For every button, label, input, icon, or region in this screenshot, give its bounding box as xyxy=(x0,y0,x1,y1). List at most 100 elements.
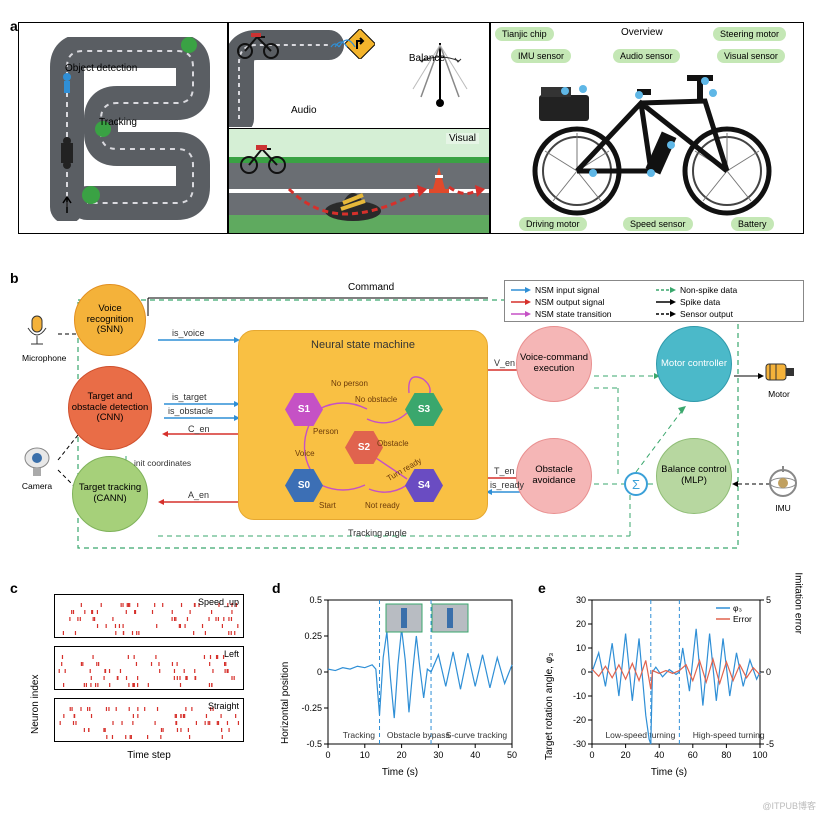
panel-e-chart: 020406080100-30-20-100102030-505Low-spee… xyxy=(564,594,788,764)
svg-text:φ₃: φ₃ xyxy=(733,603,742,613)
imu-icon: IMU xyxy=(766,466,800,513)
svg-text:20: 20 xyxy=(397,750,407,760)
sig-v-en: V_en xyxy=(494,358,515,368)
sig-is-voice: is_voice xyxy=(172,328,205,338)
panel-a-visual: Visual xyxy=(229,129,489,234)
figure-root: a b c d e Object detection Tracking xyxy=(0,0,822,814)
svg-text:-30: -30 xyxy=(573,739,586,749)
svg-text:-10: -10 xyxy=(573,691,586,701)
svg-text:0.25: 0.25 xyxy=(304,631,322,641)
sig-t-en: T_en xyxy=(494,466,515,476)
balance-control-node: Balance control (MLP) xyxy=(656,438,732,514)
svg-text:0: 0 xyxy=(317,667,322,677)
motor-icon: Motor xyxy=(762,358,796,399)
panel-d-chart: 01020304050-0.5-0.2500.250.5TrackingObst… xyxy=(300,594,520,764)
svg-text:100: 100 xyxy=(752,750,767,760)
target-detection-node: Target and obstacle detection (CNN) xyxy=(68,366,152,450)
legend-row: NSM output signal xyxy=(511,296,652,308)
sig-init: init coordinates xyxy=(134,458,191,468)
edge-label: Person xyxy=(313,427,338,436)
svg-text:40: 40 xyxy=(470,750,480,760)
sig-tracking-angle: Tracking angle xyxy=(348,528,407,538)
svg-text:-20: -20 xyxy=(573,715,586,725)
label-visual: Visual xyxy=(446,133,479,144)
legend-row: NSM state transition xyxy=(511,308,652,320)
raster-plot: Straight xyxy=(54,698,244,742)
cam-label: Camera xyxy=(20,481,54,491)
raster-plot: Speed_up xyxy=(54,594,244,638)
overview-chip: IMU sensor xyxy=(511,49,571,63)
visual-scene xyxy=(229,129,489,234)
annot-object-detection: Object detection xyxy=(65,63,137,74)
overview-chip: Visual sensor xyxy=(717,49,785,63)
raster-label: Speed_up xyxy=(198,597,239,607)
bike-icon xyxy=(233,27,283,59)
svg-text:-0.25: -0.25 xyxy=(301,703,322,713)
overview-chip: Speed sensor xyxy=(623,217,693,231)
svg-text:30: 30 xyxy=(433,750,443,760)
panel-e-ylabel: Target rotation angle, φ₃ xyxy=(544,653,555,760)
panel-e-ylabel-r: Imitation error xyxy=(793,572,804,634)
panel-a-mid: Audio Balance xyxy=(228,22,490,234)
sig-is-target: is_target xyxy=(172,392,207,402)
svg-text:0: 0 xyxy=(589,750,594,760)
watermark: @ITPUB博客 xyxy=(762,799,816,812)
legend-row: Spike data xyxy=(656,296,797,308)
svg-text:10: 10 xyxy=(576,643,586,653)
sig-is-ready: is_ready xyxy=(490,480,524,490)
panel-c: Neuron index Speed_up Left Straight Time s… xyxy=(18,594,254,788)
audio-waves-icon xyxy=(329,37,357,57)
label-a: a xyxy=(10,18,18,34)
sig-a-en: A_en xyxy=(188,490,209,500)
legend-row: NSM input signal xyxy=(511,284,652,296)
motor-label: Motor xyxy=(762,389,796,399)
panel-a-overview: Tianjic chipOverviewSteering motorIMU se… xyxy=(490,22,804,234)
panel-c-xlabel: Time step xyxy=(54,750,244,761)
balance-icon xyxy=(405,33,475,113)
svg-text:60: 60 xyxy=(688,750,698,760)
legend-row: Non-spike data xyxy=(656,284,797,296)
overview-chip: Battery xyxy=(731,217,774,231)
panel-b-legend: NSM input signal Non-spike data NSM output… xyxy=(504,280,804,322)
legend-row: Sensor output xyxy=(656,308,797,320)
svg-text:High-speed turning: High-speed turning xyxy=(693,730,765,740)
svg-text:S-curve tracking: S-curve tracking xyxy=(446,730,508,740)
edge-label: No person xyxy=(331,379,368,388)
svg-text:Error: Error xyxy=(733,614,752,624)
svg-text:50: 50 xyxy=(507,750,517,760)
annot-tracking: Tracking xyxy=(99,117,137,128)
imu-label: IMU xyxy=(766,503,800,513)
svg-text:30: 30 xyxy=(576,595,586,605)
raster-plot: Left xyxy=(54,646,244,690)
voice-exec-node: Voice-command execution xyxy=(516,326,592,402)
panel-c-ylabel: Neuron index xyxy=(30,675,41,734)
svg-text:80: 80 xyxy=(721,750,731,760)
obstacle-avoidance-node: Obstacle avoidance xyxy=(516,438,592,514)
panel-d-xlabel: Time (s) xyxy=(300,767,500,778)
svg-text:-0.5: -0.5 xyxy=(306,739,322,749)
svg-text:40: 40 xyxy=(654,750,664,760)
edge-label: No obstacle xyxy=(355,395,397,404)
raster-plots: Speed_up Left Straight xyxy=(18,594,254,742)
edge-label: Obstacle xyxy=(377,439,409,448)
edge-label: Start xyxy=(319,501,336,510)
panel-a-tracking: Object detection Tracking xyxy=(18,22,228,234)
mic-label: Microphone xyxy=(22,353,66,363)
edge-label: Not ready xyxy=(365,501,400,510)
panel-a-audio-balance: Audio Balance xyxy=(229,23,489,129)
svg-text:Low-speed turning: Low-speed turning xyxy=(605,730,675,740)
overview-chip: Driving motor xyxy=(519,217,587,231)
svg-text:5: 5 xyxy=(766,595,771,605)
panel-e-xlabel: Time (s) xyxy=(564,767,774,778)
sig-is-obstacle: is_obstacle xyxy=(168,406,213,416)
raster-label: Left xyxy=(224,649,239,659)
sigma-node: Σ xyxy=(624,472,648,496)
panel-d: Horizontal position 0 10 20 30 40 50 -0.5 -0.25… xyxy=(280,594,516,788)
nsm-box: Neural state machine S0S1S2S3S4 No perso… xyxy=(238,330,488,520)
motor-controller-node: Motor controller xyxy=(656,326,732,402)
panel-d-ylabel: Horizontal position xyxy=(280,662,291,744)
label-c: c xyxy=(10,580,18,596)
sig-c-en: C_en xyxy=(188,424,210,434)
svg-text:10: 10 xyxy=(360,750,370,760)
svg-text:Tracking: Tracking xyxy=(343,730,376,740)
